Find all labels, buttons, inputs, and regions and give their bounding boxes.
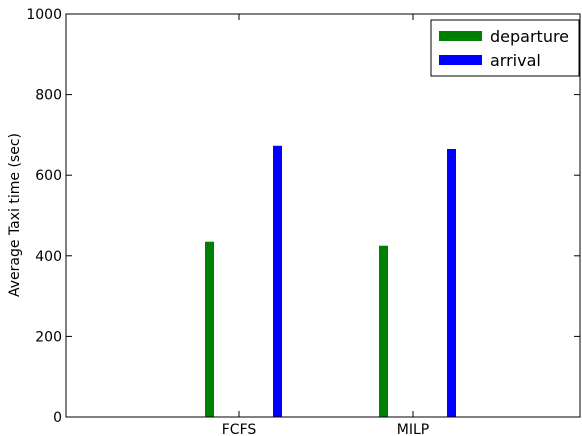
legend-label-arrival: arrival [490, 51, 541, 70]
y-axis: 0 200 400 600 800 1000 [26, 7, 580, 426]
y-tick-label: 1000 [26, 7, 62, 23]
bar-group [205, 145, 456, 417]
legend-swatch-arrival [439, 55, 482, 65]
legend-label-departure: departure [490, 27, 569, 46]
y-tick-label: 600 [35, 168, 62, 184]
legend: departure arrival [430, 19, 580, 77]
y-tick-label: 800 [35, 88, 62, 104]
plot-frame [65, 13, 581, 418]
x-tick-label: FCFS [222, 422, 257, 436]
bar-departure-fcfs [205, 241, 214, 417]
y-axis-label: Average Taxi time (sec) [7, 133, 23, 297]
x-axis: FCFS MILP [222, 14, 429, 436]
y-tick-label: 0 [53, 410, 62, 426]
legend-box [430, 19, 580, 77]
y-tick-label: 400 [35, 249, 62, 265]
y-tick-label: 200 [35, 329, 62, 345]
legend-swatch-departure [439, 31, 482, 41]
bar-departure-milp [379, 245, 388, 417]
x-tick-label: MILP [397, 422, 429, 436]
bar-arrival-fcfs [273, 145, 282, 417]
bar-arrival-milp [447, 149, 456, 417]
